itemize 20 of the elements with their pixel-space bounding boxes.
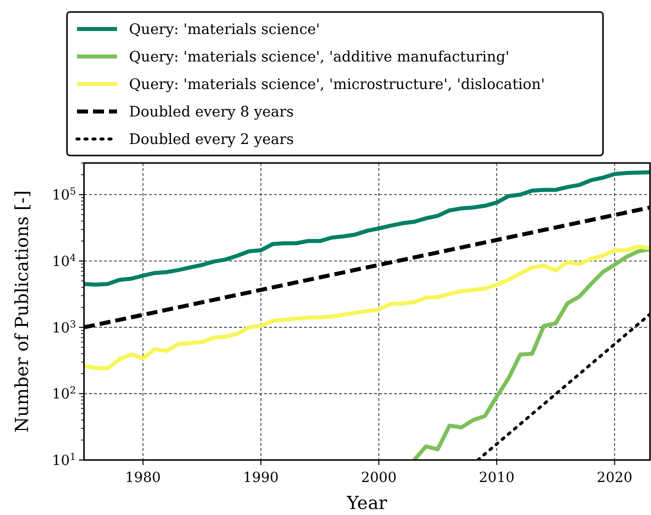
- x-tick-label: 2010: [478, 470, 515, 486]
- legend-label: Query: 'materials science', 'microstructure', 'dislocation': [129, 77, 545, 93]
- x-tick-label: 2020: [596, 470, 632, 486]
- line-series: [84, 170, 650, 287]
- y-tick-label: 10$^{2}$: [52, 385, 76, 403]
- legend-label: Doubled every 2 years: [129, 132, 294, 148]
- x-tick-label: 2000: [360, 470, 397, 486]
- x-axis-title: Year: [346, 493, 388, 514]
- y-tick-label: 10$^{4}$: [52, 252, 76, 270]
- y-tick-label: 10$^{1}$: [52, 452, 76, 469]
- line-series: [412, 247, 650, 460]
- x-tick-label: 1980: [125, 470, 161, 486]
- y-tick-label: 10$^{3}$: [52, 318, 76, 336]
- legend-label: Query: 'materials science', 'additive manufacturing': [129, 50, 510, 66]
- y-tick-label: 10$^{5}$: [52, 186, 76, 204]
- legend-label: Doubled every 8 years: [129, 104, 294, 120]
- x-tick-label: 1990: [243, 470, 279, 486]
- line-series: [84, 244, 650, 370]
- legend-label: Query: 'materials science': [129, 22, 320, 38]
- y-axis-title: Number of Publications [-]: [12, 190, 33, 433]
